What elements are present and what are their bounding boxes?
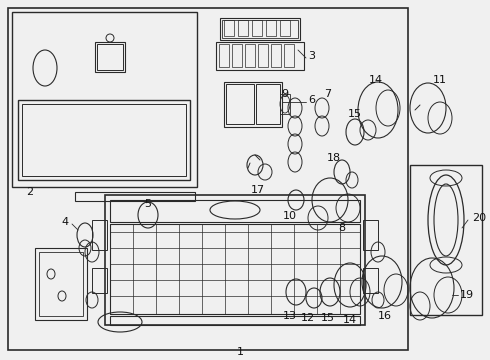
Text: 4: 4 [61, 217, 69, 227]
Bar [224, 20, 234, 36]
Bar [216, 42, 304, 70]
Bar [224, 82, 282, 127]
Text: 5: 5 [145, 199, 151, 209]
Bar [232, 44, 242, 67]
Text: 14: 14 [369, 75, 383, 85]
Bar [75, 192, 195, 201]
Text: 7: 7 [324, 89, 332, 99]
Bar [266, 20, 276, 36]
Text: 16: 16 [378, 311, 392, 321]
Text: 15: 15 [321, 313, 335, 323]
Bar [222, 20, 298, 38]
Bar [92, 220, 107, 250]
Text: 14: 14 [343, 315, 357, 325]
Bar [238, 20, 248, 36]
Bar [363, 268, 378, 293]
Text: 15: 15 [348, 109, 362, 119]
Text: 6: 6 [308, 95, 315, 105]
Text: 12: 12 [301, 313, 315, 323]
Bar [252, 20, 262, 36]
Text: 1: 1 [237, 347, 244, 357]
Bar [95, 42, 125, 72]
Bar [39, 252, 83, 316]
Bar [110, 200, 360, 222]
Bar [258, 44, 268, 67]
Bar [226, 84, 254, 124]
Text: 3: 3 [308, 51, 315, 61]
Bar [284, 44, 294, 67]
Bar [410, 165, 482, 315]
Bar [280, 20, 290, 36]
Bar [18, 100, 190, 180]
Text: 9: 9 [281, 89, 289, 99]
Bar [220, 18, 300, 40]
Bar [363, 220, 378, 250]
Text: 18: 18 [327, 153, 341, 163]
Bar [35, 248, 87, 320]
Bar [256, 84, 280, 124]
Bar [92, 268, 107, 293]
Bar [110, 316, 360, 325]
Text: 11: 11 [433, 75, 447, 85]
Bar [105, 195, 365, 325]
Bar [245, 44, 255, 67]
Bar [8, 8, 408, 350]
Text: 13: 13 [283, 311, 297, 321]
Text: 10: 10 [283, 211, 297, 221]
Text: 2: 2 [26, 187, 33, 197]
Text: 19: 19 [460, 290, 474, 300]
Text: 20: 20 [472, 213, 486, 223]
Bar [22, 104, 186, 176]
Text: 17: 17 [251, 185, 265, 195]
Bar [97, 44, 123, 70]
Bar [219, 44, 229, 67]
Text: 8: 8 [339, 223, 345, 233]
Bar [280, 94, 290, 114]
Bar [110, 224, 360, 314]
Bar [12, 12, 197, 187]
Bar [271, 44, 281, 67]
